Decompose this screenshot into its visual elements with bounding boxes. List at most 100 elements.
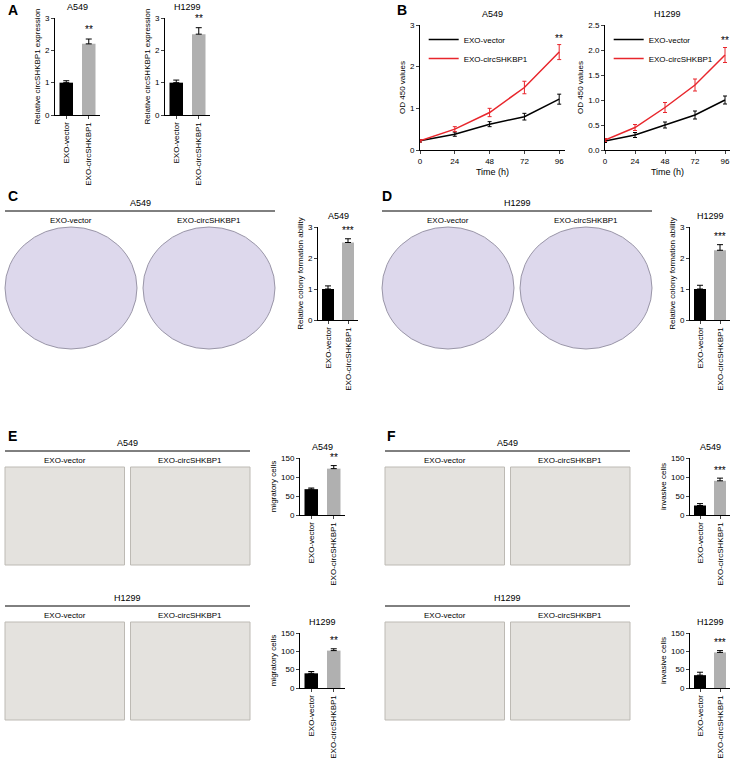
svg-text:50: 50: [285, 665, 294, 674]
svg-text:EXO-circSHKBP1: EXO-circSHKBP1: [329, 695, 338, 759]
svg-text:invasive cells: invasive cells: [659, 463, 668, 510]
svg-text:1: 1: [45, 78, 50, 87]
svg-text:OD 450 values: OD 450 values: [398, 61, 407, 114]
svg-text:A: A: [8, 2, 18, 18]
svg-text:3: 3: [410, 21, 415, 30]
svg-text:EXO-circSHKBP1: EXO-circSHKBP1: [716, 327, 725, 391]
svg-text:150: 150: [281, 629, 295, 638]
svg-text:0: 0: [680, 511, 685, 520]
svg-text:2.5: 2.5: [588, 21, 600, 30]
svg-text:Time (h): Time (h): [651, 167, 684, 177]
svg-text:migratory cells: migratory cells: [269, 461, 278, 513]
svg-text:2: 2: [680, 254, 685, 263]
svg-text:EXO-vector: EXO-vector: [424, 611, 466, 620]
svg-text:Time (h): Time (h): [476, 167, 509, 177]
svg-text:Relative circSHKBP1 expression: Relative circSHKBP1 expression: [143, 8, 152, 124]
svg-text:EXO-circSHKBP1: EXO-circSHKBP1: [194, 122, 203, 186]
svg-text:50: 50: [675, 492, 684, 501]
svg-text:D: D: [382, 188, 392, 204]
svg-text:72: 72: [520, 157, 529, 166]
svg-text:A549: A549: [497, 438, 518, 448]
svg-text:EXO-circSHKBP1: EXO-circSHKBP1: [716, 522, 725, 586]
svg-text:3: 3: [308, 223, 313, 232]
svg-text:F: F: [387, 428, 396, 444]
svg-text:EXO-circSHKBP1: EXO-circSHKBP1: [158, 456, 222, 465]
svg-text:***: ***: [714, 231, 726, 242]
svg-text:**: **: [85, 24, 93, 35]
svg-text:100: 100: [281, 647, 295, 656]
svg-text:**: **: [555, 33, 563, 44]
svg-text:EXO-vector: EXO-vector: [44, 456, 86, 465]
svg-text:EXO-vector: EXO-vector: [324, 327, 333, 369]
svg-text:24: 24: [631, 157, 640, 166]
svg-text:A549: A549: [700, 442, 721, 452]
svg-text:A549: A549: [312, 442, 333, 452]
svg-text:1: 1: [308, 285, 313, 294]
svg-text:B: B: [397, 2, 407, 18]
svg-text:72: 72: [691, 157, 700, 166]
svg-text:2: 2: [155, 46, 160, 55]
svg-text:0: 0: [410, 146, 415, 155]
svg-text:EXO-vector: EXO-vector: [50, 216, 92, 225]
svg-text:2: 2: [45, 46, 50, 55]
svg-text:Relative colony formation abil: Relative colony formation ability: [296, 217, 305, 330]
svg-text:EXO-vector: EXO-vector: [307, 522, 316, 564]
svg-text:E: E: [8, 428, 17, 444]
svg-text:EXO-circSHKBP1: EXO-circSHKBP1: [538, 456, 602, 465]
svg-text:EXO-circSHKBP1: EXO-circSHKBP1: [177, 216, 241, 225]
svg-text:H1299: H1299: [494, 593, 521, 603]
svg-text:EXO-vector: EXO-vector: [62, 122, 71, 164]
svg-text:96: 96: [555, 157, 564, 166]
svg-text:0: 0: [290, 511, 295, 520]
svg-text:invasive cells: invasive cells: [659, 637, 668, 684]
svg-text:EXO-circSHKBP1: EXO-circSHKBP1: [538, 611, 602, 620]
svg-text:H1299: H1299: [697, 617, 724, 627]
svg-text:0: 0: [45, 111, 50, 120]
svg-text:1.5: 1.5: [588, 71, 600, 80]
svg-text:2.0: 2.0: [588, 46, 600, 55]
svg-text:OD 450 values: OD 450 values: [576, 61, 585, 114]
svg-text:H1299: H1299: [504, 198, 531, 208]
svg-text:H1299: H1299: [174, 2, 201, 12]
svg-text:0: 0: [290, 684, 295, 693]
svg-text:H1299: H1299: [309, 617, 336, 627]
svg-text:EXO-circSHKBP1: EXO-circSHKBP1: [84, 122, 93, 186]
svg-text:48: 48: [485, 157, 494, 166]
svg-text:migratory cells: migratory cells: [269, 635, 278, 687]
svg-text:A549: A549: [482, 9, 503, 19]
svg-text:2: 2: [308, 254, 313, 263]
svg-text:50: 50: [675, 665, 684, 674]
svg-text:3: 3: [680, 223, 685, 232]
svg-text:150: 150: [671, 454, 685, 463]
svg-text:3: 3: [155, 14, 160, 23]
svg-text:H1299: H1299: [654, 9, 681, 19]
svg-text:100: 100: [281, 473, 295, 482]
svg-text:24: 24: [450, 157, 459, 166]
svg-text:EXO-vector: EXO-vector: [307, 695, 316, 737]
svg-text:EXO-vector: EXO-vector: [696, 695, 705, 737]
svg-text:A549: A549: [117, 438, 138, 448]
svg-text:0: 0: [680, 684, 685, 693]
svg-text:EXO-circSHKBP1: EXO-circSHKBP1: [649, 55, 713, 64]
svg-text:EXO-circSHKBP1: EXO-circSHKBP1: [464, 55, 528, 64]
svg-text:A549: A549: [67, 2, 88, 12]
svg-text:EXO-vector: EXO-vector: [44, 611, 86, 620]
svg-text:C: C: [8, 188, 18, 204]
svg-text:**: **: [330, 635, 338, 646]
svg-text:0: 0: [155, 111, 160, 120]
svg-text:***: ***: [714, 465, 726, 476]
svg-text:1: 1: [155, 78, 160, 87]
svg-text:EXO-circSHKBP1: EXO-circSHKBP1: [329, 522, 338, 586]
svg-text:3: 3: [45, 14, 50, 23]
svg-text:EXO-circSHKBP1: EXO-circSHKBP1: [716, 695, 725, 759]
svg-text:48: 48: [661, 157, 670, 166]
svg-text:2: 2: [410, 62, 415, 71]
svg-text:EXO-circSHKBP1: EXO-circSHKBP1: [554, 216, 618, 225]
svg-text:A549: A549: [328, 211, 349, 221]
svg-text:EXO-circSHKBP1: EXO-circSHKBP1: [158, 611, 222, 620]
svg-text:EXO-vector: EXO-vector: [696, 522, 705, 564]
svg-text:0: 0: [603, 157, 608, 166]
svg-text:Relative colony formation abil: Relative colony formation ability: [668, 217, 677, 330]
svg-text:EXO-vector: EXO-vector: [172, 122, 181, 164]
svg-text:150: 150: [281, 454, 295, 463]
